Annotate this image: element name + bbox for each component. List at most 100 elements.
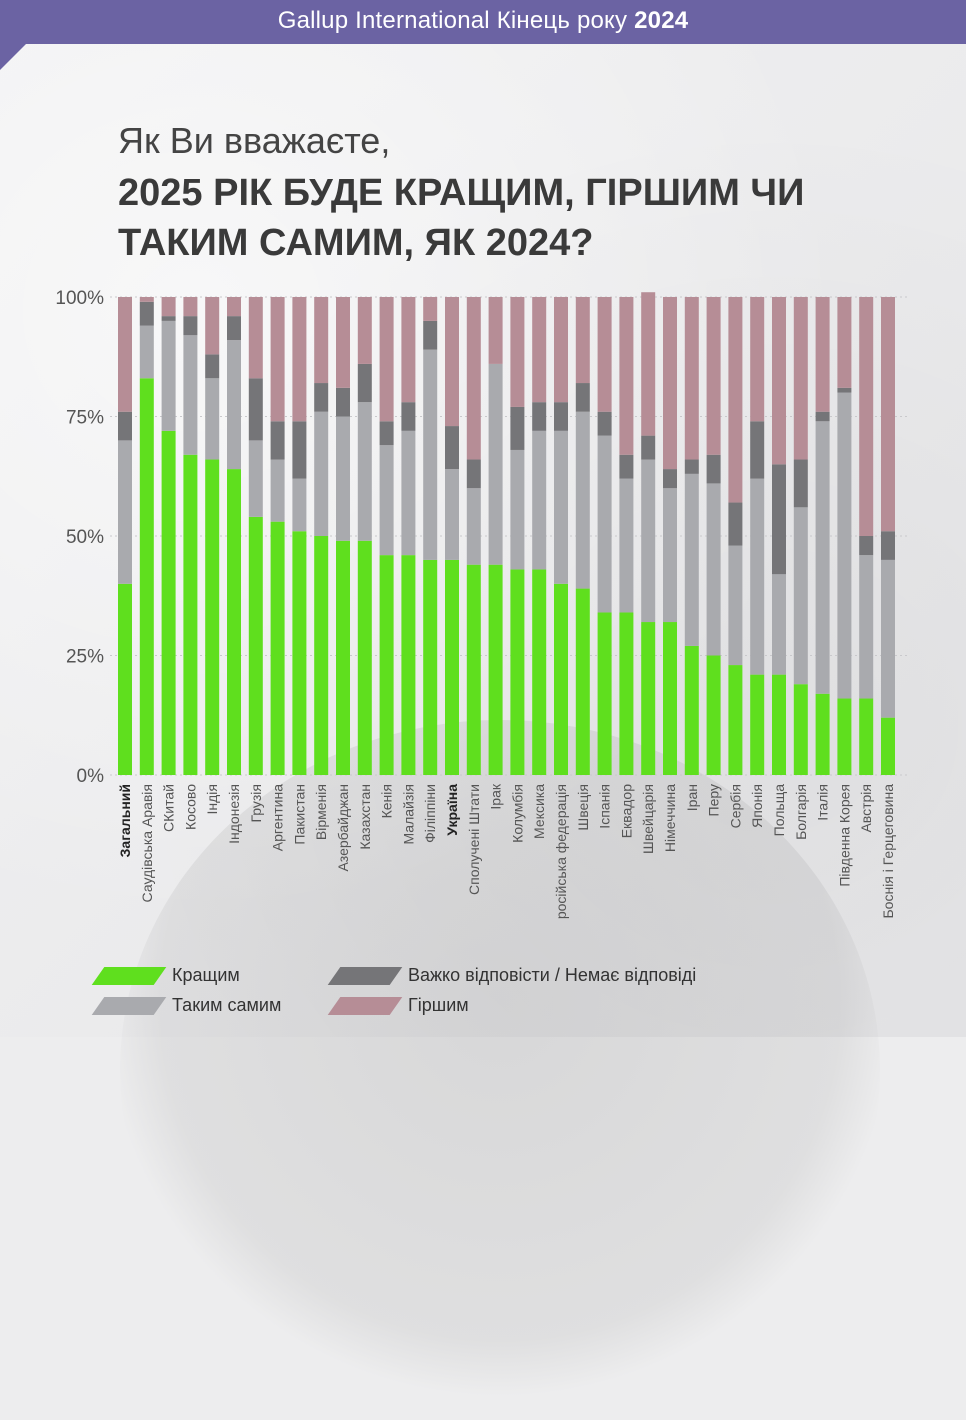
bar-segment-same <box>183 335 198 455</box>
x-tick-label: Мексика <box>531 784 547 839</box>
question-title: 2025 РІК БУДЕ КРАЩИМ, ГІРШИМ ЧИ ТАКИМ СА… <box>118 172 805 264</box>
bar-segment-better <box>401 555 416 775</box>
header-corner <box>0 44 26 70</box>
legend-label-hard: Важко відповісти / Немає відповіді <box>408 965 697 985</box>
bar-segment-same <box>118 440 132 584</box>
x-tick-label: Південна Корея <box>836 784 852 887</box>
legend-label-same: Таким самим <box>172 995 282 1015</box>
bar-segment-same <box>139 325 154 379</box>
bar-segment-worse <box>488 297 503 364</box>
bar-segment-same <box>423 349 438 560</box>
x-tick-label: Косово <box>182 784 198 830</box>
legend-item-worse: Гіршим <box>327 995 469 1016</box>
bar-segment-better <box>684 645 699 775</box>
legend-item-same: Таким самим <box>91 995 282 1016</box>
bar-segment-hard <box>554 402 568 431</box>
bar-segment-better <box>336 540 350 775</box>
x-tick-label: Вірменія <box>313 784 329 840</box>
bar-segment-hard <box>859 536 874 556</box>
bar-segment-hard <box>881 531 895 560</box>
bar-segment-worse <box>532 297 547 403</box>
bar-segment-worse <box>793 297 808 460</box>
bar-segment-better <box>314 536 329 775</box>
bar-segment-better <box>532 569 547 775</box>
legend-item-better: Кращим <box>91 965 240 986</box>
bar-segment-better <box>161 430 176 775</box>
bar-segment-hard <box>510 406 525 450</box>
x-tick-label: Болгарія <box>793 784 809 840</box>
bar-segment-same <box>597 435 612 613</box>
x-tick-label: Швейцарія <box>640 784 656 854</box>
bar-segment-same <box>837 392 852 699</box>
bar-segment-same <box>575 411 590 589</box>
bar-segment-better <box>619 612 634 775</box>
x-tick-label: Малайзія <box>400 784 416 845</box>
x-tick-label: СКитай <box>161 784 177 832</box>
bar-segment-better <box>183 454 198 775</box>
bar-segment-same <box>292 478 307 532</box>
bar-segment-worse <box>445 297 459 427</box>
bar-segment-same <box>772 574 786 675</box>
bar-segment-worse <box>728 297 743 503</box>
bar-segment-same <box>466 488 481 565</box>
bar-segment-worse <box>379 297 394 422</box>
bar-segment-better <box>750 674 765 775</box>
legend-swatch-worse <box>327 996 403 1015</box>
bar-segment-hard <box>619 454 634 479</box>
header-title-prefix: Gallup International Кінець року <box>277 7 628 34</box>
bar-segment-worse <box>292 297 307 422</box>
x-tick-label: Казахстан <box>357 784 373 850</box>
x-tick-label: Іспанія <box>597 784 613 829</box>
bar-segment-worse <box>205 297 220 355</box>
bar-segment-same <box>510 449 525 570</box>
bar-segment-same <box>706 483 721 656</box>
bar-segment-same <box>161 320 176 431</box>
bar-segment-same <box>227 340 241 470</box>
bar-segment-hard <box>575 383 590 412</box>
bar-segment-better <box>597 612 612 775</box>
bar-segment-worse <box>270 297 285 422</box>
bar-segment-hard <box>793 459 808 508</box>
legend-item-hard: Важко відповісти / Немає відповіді <box>327 965 697 986</box>
bar-segment-worse <box>881 297 895 532</box>
bar-segment-hard <box>161 316 176 321</box>
bar-segment-same <box>532 430 547 570</box>
bar-segment-same <box>554 430 568 584</box>
bar-segment-same <box>314 411 329 536</box>
bar-segment-same <box>684 473 699 646</box>
bar-segment-better <box>728 665 743 775</box>
bar-segment-worse <box>684 297 699 460</box>
bar-segment-hard <box>445 426 459 470</box>
bar-segment-worse <box>859 297 874 536</box>
legend-swatch-better <box>91 966 167 985</box>
x-tick-label: Польща <box>771 784 787 837</box>
bar-segment-better <box>227 469 241 775</box>
bar-segment-same <box>793 507 808 685</box>
bar-segment-better <box>793 684 808 775</box>
bar-segment-hard <box>532 402 547 431</box>
x-tick-label: Австрія <box>858 784 874 833</box>
x-tick-label: Італія <box>815 784 831 821</box>
x-tick-label: Німеччина <box>662 784 678 852</box>
bar-segment-worse <box>314 297 329 384</box>
bar-segment-hard <box>336 387 350 417</box>
x-tick-label: Японія <box>749 784 765 828</box>
bar-segment-better <box>379 555 394 775</box>
bar-segment-hard <box>292 421 307 479</box>
x-tick-label: Аргентина <box>270 784 286 851</box>
bar-segment-better <box>423 559 438 775</box>
header-title: Gallup International Кінець року 2024 <box>0 7 966 35</box>
bar-segment-better <box>641 622 656 775</box>
bar-segment-same <box>488 363 503 565</box>
bar-segment-hard <box>837 387 852 393</box>
x-tick-label: Ірак <box>488 783 504 809</box>
bar-segment-same <box>881 559 895 718</box>
y-tick-label: 75% <box>66 408 104 429</box>
bar-segment-worse <box>815 297 830 412</box>
bar-segment-better <box>248 516 263 775</box>
bar-segment-hard <box>815 411 830 422</box>
x-tick-label: Колумбія <box>509 784 525 843</box>
y-tick-label: 0% <box>77 766 105 787</box>
bar-segment-worse <box>161 297 176 317</box>
bar-segment-worse <box>772 297 786 465</box>
